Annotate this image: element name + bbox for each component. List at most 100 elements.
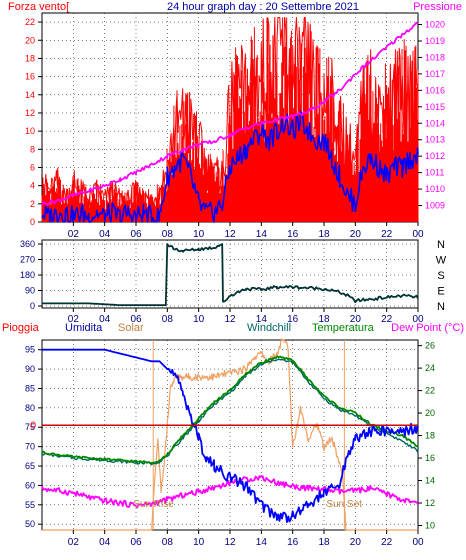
- y-tick-label: 0: [30, 301, 35, 311]
- direction-panel-series: [42, 243, 419, 307]
- y-tick-label: 18: [25, 53, 35, 63]
- pressure-line: [41, 21, 419, 206]
- x-tick-label: 20: [350, 537, 362, 548]
- y-tick-label: 10: [425, 521, 435, 531]
- wind-y-ticks: 0 2 4 6 8 10 12 14 16 18 20 22: [25, 17, 42, 227]
- y-tick-label: 16: [25, 72, 35, 82]
- y-tick-label: 2: [30, 199, 35, 209]
- y-tick-label: 90: [25, 286, 35, 296]
- wind-x-ticks: 02 04 06 08 10 12 14 16 18 20 22 00: [68, 222, 424, 240]
- x-tick-label: 00: [412, 537, 424, 548]
- y-tick-label: 1016: [425, 85, 445, 95]
- y-tick-label: 1018: [425, 52, 445, 62]
- x-tick-label: 00: [412, 314, 424, 325]
- x-tick-label: 04: [99, 229, 111, 240]
- x-tick-label: 22: [381, 229, 393, 240]
- y-tick-label: 8: [30, 144, 35, 154]
- rain-label: Pioggia: [2, 322, 40, 334]
- y-tick-label: 70: [25, 442, 35, 452]
- x-tick-label: 04: [99, 537, 111, 548]
- y-tick-label: 1019: [425, 36, 445, 46]
- cardinal-label: N: [437, 301, 445, 313]
- y-tick-label: 14: [425, 476, 435, 486]
- x-tick-label: 18: [318, 537, 330, 548]
- x-tick-label: 06: [130, 537, 142, 548]
- y-tick-label: 1010: [425, 184, 445, 194]
- direction-y-ticks: 0 90 180 270 360: [20, 239, 42, 311]
- x-tick-label: 08: [162, 314, 174, 325]
- x-tick-label: 06: [130, 229, 142, 240]
- cardinal-label: W: [436, 255, 447, 267]
- y-tick-label: 50: [25, 519, 35, 529]
- temperature-label: Temperatura: [312, 322, 375, 334]
- y-tick-label: 1015: [425, 102, 445, 112]
- y-tick-label: 75: [25, 422, 35, 432]
- y-tick-label: 16: [425, 453, 435, 463]
- dewpoint-label: Dew Point (°C): [391, 322, 464, 334]
- y-tick-label: 6: [30, 162, 35, 172]
- y-tick-label: 85: [25, 383, 35, 393]
- x-tick-label: 14: [256, 229, 268, 240]
- y-tick-label: 18: [425, 431, 435, 441]
- x-tick-label: 08: [162, 229, 174, 240]
- solar-label: Solar: [118, 322, 144, 334]
- y-tick-label: 26: [425, 341, 435, 351]
- y-tick-label: 80: [25, 403, 35, 413]
- sunset-label: Sun Set: [326, 499, 362, 510]
- y-tick-label: 0: [30, 217, 35, 227]
- y-tick-label: 22: [425, 386, 435, 396]
- cardinal-label: N: [437, 239, 445, 251]
- x-tick-label: 22: [381, 314, 393, 325]
- y-tick-label: 20: [425, 408, 435, 418]
- y-tick-label: 1017: [425, 69, 445, 79]
- windchill-label: Windchill: [247, 322, 291, 334]
- y-tick-label: 180: [20, 270, 35, 280]
- y-tick-label: 22: [25, 17, 35, 27]
- y-tick-label: 1013: [425, 135, 445, 145]
- y-tick-label: 1014: [425, 118, 445, 128]
- humidity-line: [42, 348, 419, 523]
- temperature-line: [41, 355, 419, 465]
- y-tick-label: 12: [425, 498, 435, 508]
- wind-gust-line: [41, 17, 419, 209]
- x-tick-label: 14: [256, 537, 268, 548]
- rain-zero-label: 0: [30, 420, 36, 431]
- x-tick-label: 16: [287, 229, 299, 240]
- dewpoint-line: [41, 475, 419, 509]
- y-tick-label: 65: [25, 461, 35, 471]
- y-tick-label: 95: [25, 345, 35, 355]
- y-tick-label: 360: [20, 239, 35, 249]
- x-tick-label: 14: [256, 314, 268, 325]
- temperature-y-ticks: 10 12 14 16 18 20 22 24 26: [418, 341, 435, 531]
- x-tick-label: 18: [318, 314, 330, 325]
- wind-axis-label: Forza vento[: [8, 1, 69, 13]
- x-tick-label: 20: [350, 314, 362, 325]
- cardinal-label: S: [437, 270, 444, 282]
- pressure-axis-label: Pressione: [413, 1, 462, 13]
- y-tick-label: 1020: [425, 20, 445, 30]
- temperature-x-ticks: 02 04 06 08 10 12 14 16 18 20 22 00: [68, 530, 424, 548]
- y-tick-label: 1011: [425, 168, 444, 178]
- wind-direction-line: [42, 243, 419, 307]
- humidity-y-ticks: 50 55 60 65 70 75 80 85 90 95: [25, 345, 42, 529]
- x-tick-label: 04: [99, 314, 111, 325]
- x-tick-label: 22: [381, 537, 393, 548]
- y-tick-label: 4: [30, 181, 35, 191]
- y-tick-label: 10: [25, 126, 35, 136]
- y-tick-label: 14: [25, 90, 35, 100]
- x-tick-label: 10: [193, 229, 205, 240]
- y-tick-label: 270: [20, 255, 35, 265]
- x-tick-label: 02: [68, 229, 80, 240]
- y-tick-label: 60: [25, 480, 35, 490]
- x-tick-label: 12: [224, 314, 236, 325]
- x-tick-label: 02: [68, 314, 80, 325]
- humidity-label: Umidita: [65, 322, 103, 334]
- x-tick-label: 12: [224, 537, 236, 548]
- x-tick-label: 08: [162, 537, 174, 548]
- y-tick-label: 12: [25, 108, 35, 118]
- y-tick-label: 1009: [425, 201, 445, 211]
- y-tick-label: 90: [25, 364, 35, 374]
